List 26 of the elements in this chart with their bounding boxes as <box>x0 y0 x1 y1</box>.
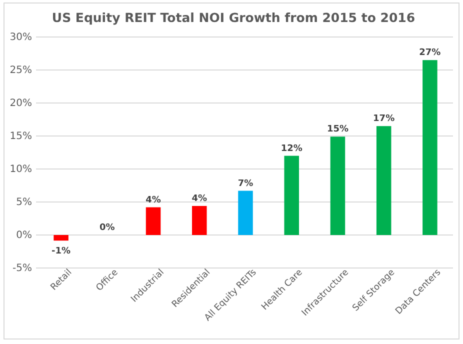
bar <box>422 60 438 235</box>
data-label: 4% <box>146 195 161 206</box>
y-tick-label: 0% <box>16 230 32 242</box>
data-label: 12% <box>280 144 302 154</box>
y-tick-label: 25% <box>10 65 32 76</box>
chart-title: US Equity REIT Total NOI Growth from 2015 to 2016 <box>52 10 416 25</box>
bar <box>284 156 299 235</box>
data-label: -1% <box>52 246 71 257</box>
bar <box>192 206 207 235</box>
y-tick-label: 10% <box>10 164 32 176</box>
y-tick-label: 5% <box>16 197 32 208</box>
data-label: 15% <box>326 124 348 135</box>
y-tick-label: 30% <box>10 32 32 44</box>
data-label: 0% <box>100 223 115 233</box>
y-tick-label: 20% <box>10 98 32 110</box>
bar <box>146 207 161 235</box>
data-label: 27% <box>419 48 441 58</box>
bar <box>238 190 253 235</box>
data-label: 7% <box>238 178 254 189</box>
data-label: 17% <box>373 114 395 124</box>
bar <box>330 136 346 235</box>
data-label: 4% <box>192 194 208 204</box>
bar <box>376 126 392 235</box>
y-tick-label: 15% <box>10 131 32 142</box>
y-tick-label: -5% <box>12 263 32 274</box>
bar <box>54 235 68 241</box>
